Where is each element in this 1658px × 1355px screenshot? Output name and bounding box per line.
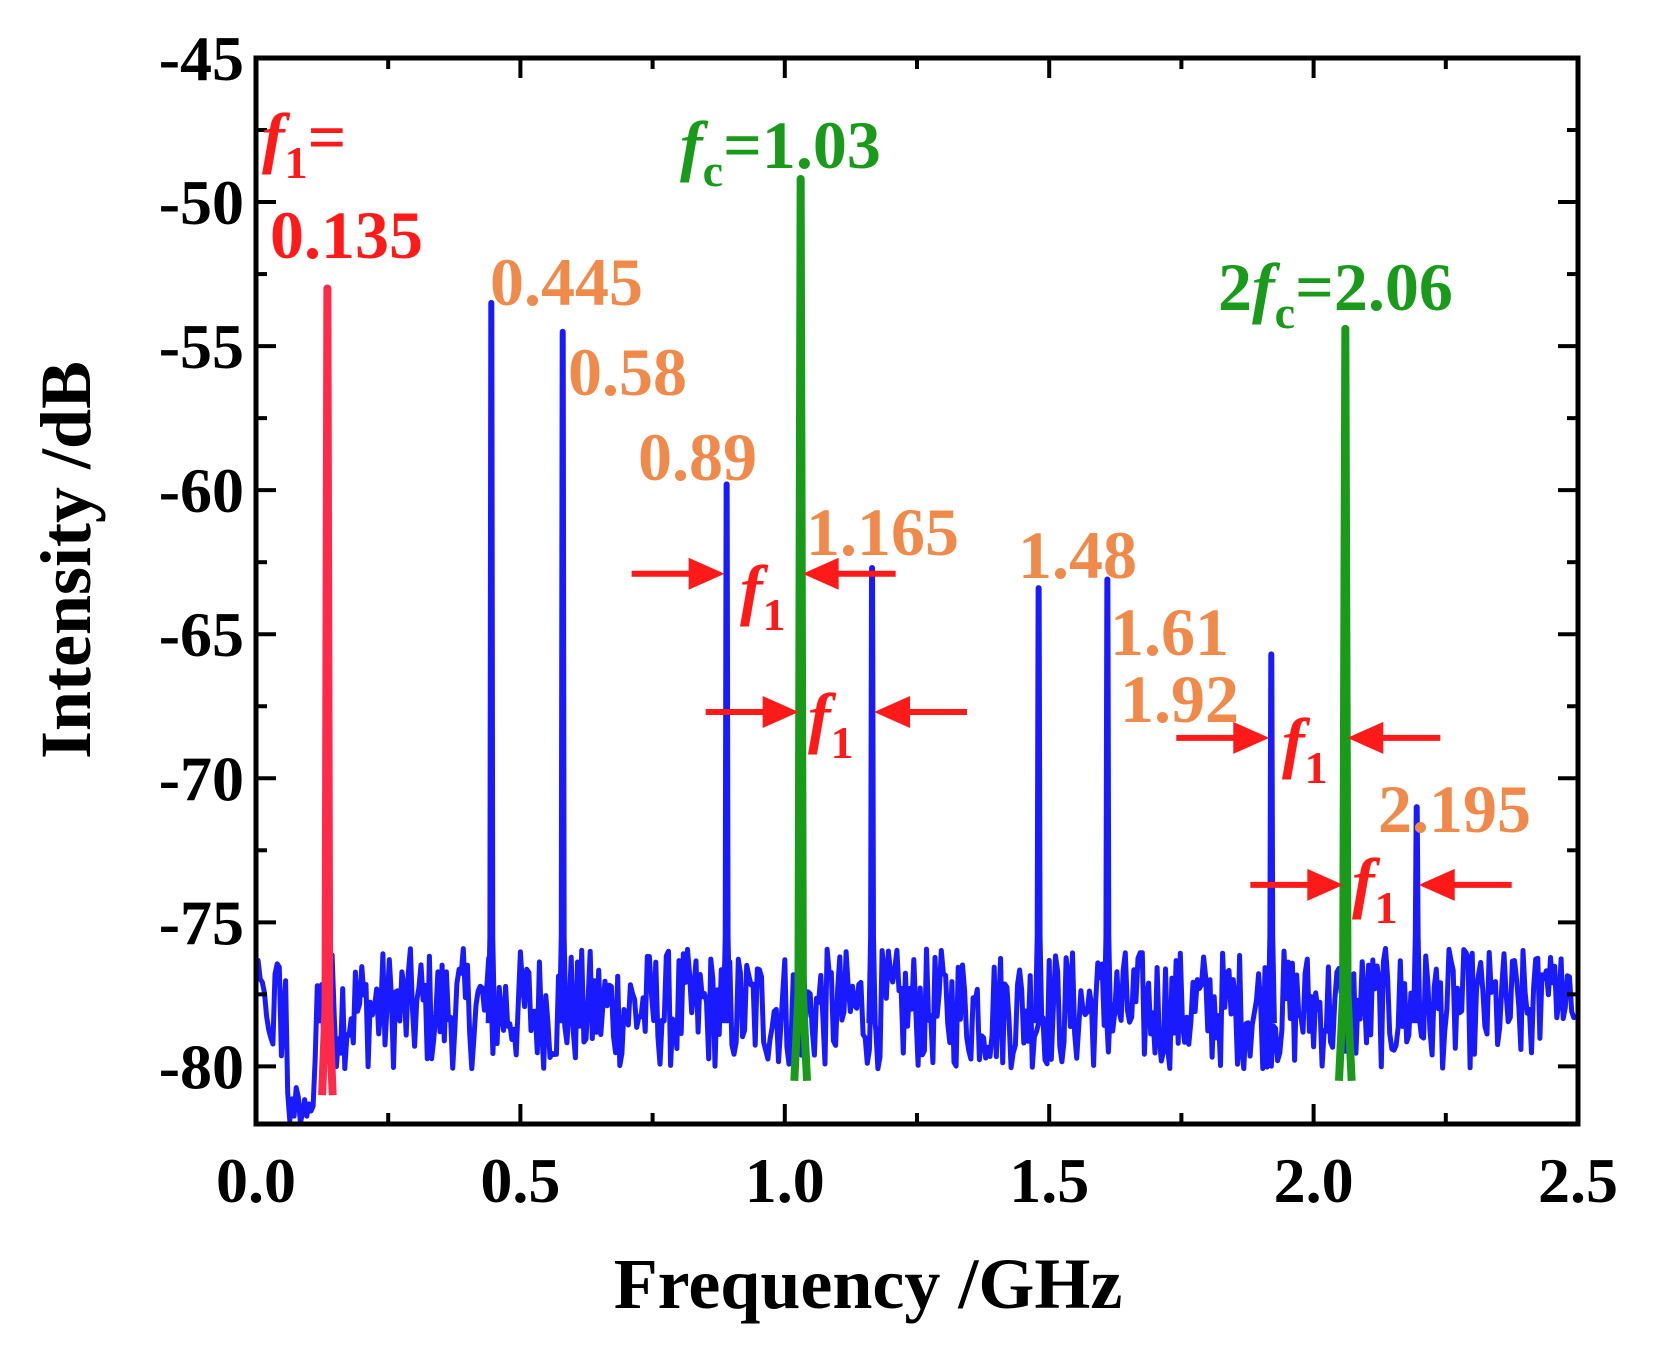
plot-frame xyxy=(253,55,1581,1127)
spacing-arrow-left-head-1 xyxy=(762,696,799,729)
f1-label-sub: 1 xyxy=(285,137,308,188)
noise-floor-trace xyxy=(253,946,1578,1126)
f1-value-label: 0.135 xyxy=(270,197,423,273)
peak-label-058: 0.58 xyxy=(568,334,687,410)
fc-label: fc=1.03 xyxy=(680,107,881,196)
peak-label-161: 1.61 xyxy=(1110,594,1229,670)
y-tick-label-0: -45 xyxy=(159,23,244,94)
twofc-label-prefix: 2 xyxy=(1218,249,1252,325)
mixing-peak-1 xyxy=(557,328,569,1024)
spacing-label-4: f1 xyxy=(1352,844,1398,933)
f1-peak-0 xyxy=(318,284,337,1096)
spacing-arrow-right-head-2 xyxy=(1347,721,1384,754)
mixing-peak-2 xyxy=(720,481,733,1024)
plot-frame-group xyxy=(253,55,1581,1127)
spacing-label-4-sub: 1 xyxy=(1375,882,1398,933)
fc-label-sub: c xyxy=(703,145,723,196)
peak-label-089: 0.89 xyxy=(638,419,757,495)
spacing-arrow-right-head-1 xyxy=(874,696,911,729)
f1-label-eq: = xyxy=(308,99,347,175)
mixing-peak-0 xyxy=(485,299,497,1024)
spacing-label-3: f1 xyxy=(1282,704,1328,793)
mixing-peak-6 xyxy=(1265,651,1277,1024)
f1-label: f1= xyxy=(262,99,346,188)
y-tick-label-1: -50 xyxy=(159,167,244,238)
peak-label-1165: 1.165 xyxy=(806,494,959,570)
tick-labels-group: 0.0 0.5 1.0 1.5 2.0 2.5 -45 -50 -55 -60 -65 -70 -75 -… xyxy=(159,23,1618,1216)
spacing-arrows-group xyxy=(631,557,1512,901)
spacing-arrow-left-head-3 xyxy=(1307,868,1344,901)
y-tick-label-7: -80 xyxy=(159,1031,244,1102)
y-tick-label-6: -75 xyxy=(159,887,244,958)
y-axis-title: Intensity /dB xyxy=(26,361,106,759)
y-tick-label-3: -60 xyxy=(159,455,244,526)
mixing-peak-7 xyxy=(1411,804,1423,1024)
fc-label-value: =1.03 xyxy=(723,107,881,183)
x-tick-label-1: 0.5 xyxy=(480,1145,560,1216)
spacing-arrow-left-head-2 xyxy=(1233,721,1270,754)
x-tick-label-5: 2.5 xyxy=(1538,1145,1618,1216)
noise-floor-group xyxy=(253,946,1578,1126)
carrier-peak-0 xyxy=(790,175,812,1081)
mixing-peak-4 xyxy=(1032,585,1045,1024)
spacing-label-3-sub: 1 xyxy=(1305,742,1328,793)
spacing-arrow-right-head-0 xyxy=(802,557,839,590)
spacing-label-1: f1 xyxy=(740,551,786,640)
peak-label-0445: 0.445 xyxy=(490,244,643,320)
spacing-label-2: f1 xyxy=(808,679,854,768)
mixing-peak-3 xyxy=(866,564,878,1024)
y-tick-label-4: -65 xyxy=(159,599,244,670)
mixing-peak-5 xyxy=(1101,576,1114,1024)
x-axis-title: Frequency /GHz xyxy=(614,1244,1123,1324)
peak-label-2195: 2.195 xyxy=(1378,771,1531,847)
carrier-peak-1 xyxy=(1334,324,1356,1081)
x-tick-label-0: 0.0 xyxy=(216,1145,296,1216)
x-tick-label-2: 1.0 xyxy=(745,1145,825,1216)
spacing-arrow-right-head-3 xyxy=(1418,868,1455,901)
y-tick-label-2: -55 xyxy=(159,311,244,382)
y-tick-label-5: -70 xyxy=(159,743,244,814)
twofc-label-sub: c xyxy=(1275,287,1295,338)
peak-label-148: 1.48 xyxy=(1018,517,1137,593)
peaks-group xyxy=(318,175,1423,1096)
x-tick-label-3: 1.5 xyxy=(1009,1145,1089,1216)
spacing-label-1-sub: 1 xyxy=(763,589,786,640)
twofc-label: 2fc=2.06 xyxy=(1218,249,1453,338)
spacing-arrow-left-head-0 xyxy=(688,557,725,590)
twofc-label-value: =2.06 xyxy=(1295,249,1453,325)
spacing-label-2-sub: 1 xyxy=(831,717,854,768)
x-tick-label-4: 2.0 xyxy=(1274,1145,1354,1216)
peak-label-192: 1.92 xyxy=(1120,661,1239,737)
